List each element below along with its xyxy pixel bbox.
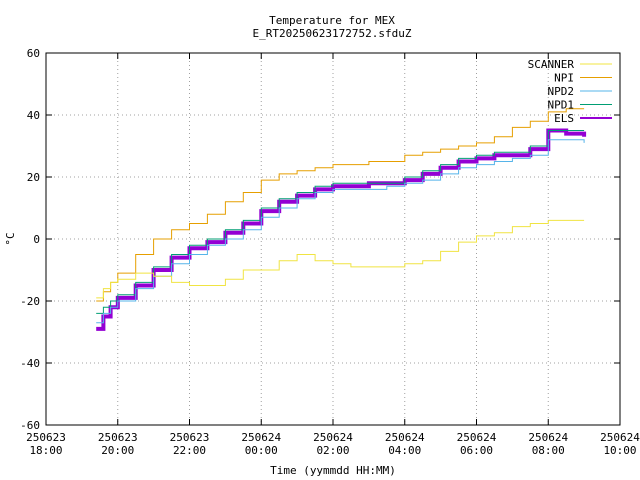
y-tick-label: 40 (27, 109, 40, 122)
series-line-els (96, 128, 587, 331)
y-tick-label: -60 (20, 419, 40, 432)
x-tick-label-time: 02:00 (316, 444, 349, 457)
legend-label-scanner: SCANNER (528, 58, 575, 71)
x-tick-label-date: 250624 (457, 431, 497, 444)
y-tick-label: 0 (33, 233, 40, 246)
axis-ticks: -60-40-20020406025062318:0025062320:0025… (20, 47, 640, 457)
x-axis-label: Time (yymmdd HH:MM) (270, 464, 396, 477)
x-tick-label-time: 18:00 (29, 444, 62, 457)
y-tick-label: -20 (20, 295, 40, 308)
x-tick-label-date: 250623 (98, 431, 138, 444)
legend-label-els: ELS (554, 112, 574, 125)
x-tick-label-date: 250624 (528, 431, 568, 444)
x-tick-label-date: 250624 (600, 431, 640, 444)
x-tick-label-time: 10:00 (603, 444, 636, 457)
legend-label-npd2: NPD2 (548, 85, 575, 98)
series-line-npd2 (96, 139, 585, 324)
x-tick-label-date: 250624 (313, 431, 353, 444)
legend-label-npd1: NPD1 (548, 99, 575, 112)
series-line-scanner (96, 219, 585, 299)
x-tick-label-time: 04:00 (388, 444, 421, 457)
y-tick-label: 20 (27, 171, 40, 184)
series-line-npi (96, 108, 585, 302)
x-tick-label-date: 250623 (26, 431, 66, 444)
legend-label-npi: NPI (554, 72, 574, 85)
x-tick-label-time: 08:00 (532, 444, 565, 457)
x-tick-label-time: 06:00 (460, 444, 493, 457)
y-tick-label: -40 (20, 357, 40, 370)
x-tick-label-time: 20:00 (101, 444, 134, 457)
x-tick-label-date: 250623 (170, 431, 210, 444)
x-tick-label-time: 00:00 (245, 444, 278, 457)
series-line-npd1 (96, 130, 585, 314)
chart-subtitle: E_RT20250623172752.sfduZ (253, 27, 412, 40)
chart-title: Temperature for MEX (269, 14, 395, 27)
x-tick-label-date: 250624 (385, 431, 425, 444)
data-series (96, 108, 587, 331)
y-axis-label: °C (4, 232, 17, 245)
x-tick-label-time: 22:00 (173, 444, 206, 457)
y-tick-label: 60 (27, 47, 40, 60)
x-tick-label-date: 250624 (241, 431, 281, 444)
grid (46, 53, 620, 425)
